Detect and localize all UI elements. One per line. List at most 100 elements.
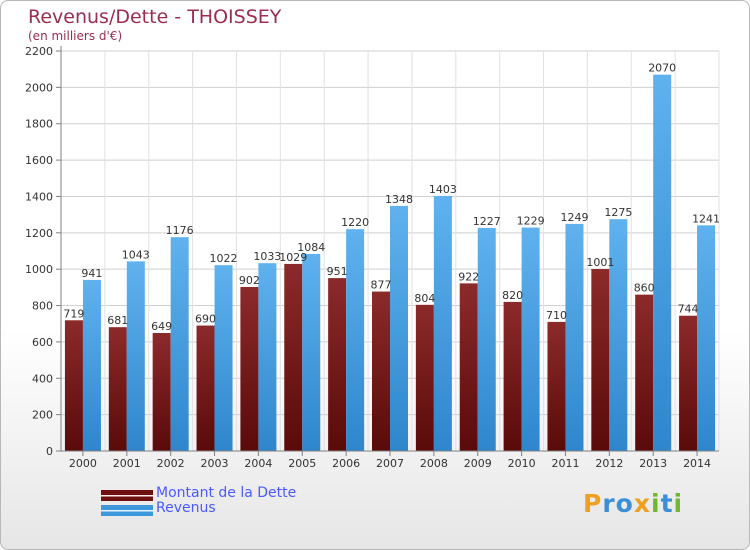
y-tick-label: 1600: [25, 154, 53, 167]
bar-dette: [415, 304, 434, 451]
bar-dette: [64, 320, 83, 451]
data-label-revenus: 1229: [517, 215, 545, 228]
data-label-revenus: 941: [81, 267, 102, 280]
data-label-dette: 1029: [279, 251, 307, 264]
legend-swatch-revenus: [101, 505, 153, 516]
x-tick-label: 2013: [639, 457, 667, 470]
bar-revenus: [653, 74, 672, 452]
legend-swatch-debt: [101, 490, 153, 501]
logo-letter: P: [583, 489, 603, 518]
bar-revenus: [82, 279, 101, 451]
bar-revenus: [521, 227, 540, 451]
bar-revenus: [697, 225, 716, 451]
data-label-revenus: 1241: [692, 212, 720, 225]
bar-dette: [459, 283, 478, 451]
x-tick-label: 2010: [508, 457, 536, 470]
x-tick-label: 2001: [113, 457, 141, 470]
y-tick-label: 0: [46, 445, 53, 458]
x-tick-label: 2002: [157, 457, 185, 470]
chart-subtitle: (en milliers d'€): [28, 29, 123, 43]
logo-letter: i: [673, 489, 684, 518]
y-tick-label: 2200: [25, 45, 53, 58]
y-tick-label: 1000: [25, 263, 53, 276]
x-tick-label: 2005: [288, 457, 316, 470]
y-tick-label: 200: [32, 409, 53, 422]
data-label-revenus: 1084: [297, 241, 325, 254]
data-label-dette: 744: [678, 303, 699, 316]
y-tick-label: 1800: [25, 118, 53, 131]
bar-revenus: [126, 261, 145, 451]
proxiti-logo: Proxiti: [583, 489, 683, 518]
x-tick-label: 2008: [420, 457, 448, 470]
y-tick-label: 600: [32, 336, 53, 349]
bar-revenus: [565, 223, 584, 451]
bar-revenus: [609, 219, 628, 451]
bar-revenus: [477, 227, 496, 451]
data-label-dette: 719: [63, 307, 84, 320]
logo-letter: x: [633, 489, 651, 518]
x-tick-label: 2003: [201, 457, 229, 470]
data-label-dette: 804: [414, 292, 435, 305]
data-label-dette: 877: [371, 279, 392, 292]
bar-dette: [503, 301, 522, 451]
data-labels: 7199416811043649117669010229021033102910…: [63, 62, 720, 333]
bar-dette: [108, 327, 127, 451]
x-tick-label: 2012: [595, 457, 623, 470]
data-label-revenus: 2070: [648, 62, 676, 75]
legend-label-debt: Montant de la Dette: [156, 485, 297, 501]
bar-revenus: [214, 265, 233, 451]
bar-dette: [372, 291, 390, 451]
data-label-dette: 820: [502, 289, 523, 302]
logo-letter: r: [602, 489, 616, 518]
data-label-revenus: 1249: [560, 211, 588, 224]
x-tick-label: 2009: [464, 457, 492, 470]
y-tick-label: 800: [32, 300, 53, 313]
y-tick-label: 400: [32, 372, 53, 385]
bars: [64, 74, 716, 452]
x-tick-label: 2011: [551, 457, 579, 470]
x-tick-label: 2014: [683, 457, 711, 470]
data-label-revenus: 1022: [210, 252, 238, 265]
x-tick-label: 2007: [376, 457, 404, 470]
data-label-dette: 681: [107, 314, 128, 327]
x-tick-label: 2006: [332, 457, 360, 470]
data-label-dette: 951: [327, 265, 348, 278]
y-tick-label: 1200: [25, 227, 53, 240]
bar-revenus: [170, 237, 189, 451]
logo-letter: t: [660, 489, 674, 518]
bar-dette: [240, 287, 259, 451]
bar-dette: [591, 269, 610, 451]
bar-dette: [284, 263, 303, 451]
data-label-dette: 649: [151, 320, 172, 333]
data-label-revenus: 1220: [341, 216, 369, 229]
y-tick-label: 1400: [25, 190, 53, 203]
data-label-revenus: 1403: [429, 183, 457, 196]
bar-dette: [196, 325, 215, 451]
bar-revenus: [433, 195, 452, 451]
bar-dette: [635, 294, 654, 451]
data-label-dette: 922: [458, 270, 479, 283]
chart-title: Revenus/Dette - THOISSEY: [28, 6, 282, 28]
x-tick-label: 2004: [244, 457, 272, 470]
data-label-revenus: 1033: [253, 250, 281, 263]
data-label-dette: 860: [634, 282, 655, 295]
data-label-revenus: 1227: [473, 215, 501, 228]
bar-revenus: [390, 205, 408, 451]
data-label-revenus: 1348: [385, 193, 413, 206]
bar-revenus: [346, 229, 365, 451]
data-label-dette: 902: [239, 274, 260, 287]
data-label-dette: 710: [546, 309, 567, 322]
legend-label-revenus: Revenus: [156, 500, 216, 516]
data-label-revenus: 1275: [604, 206, 632, 219]
bar-dette: [152, 333, 171, 451]
axes: 0 200 400 600 800 1000 1200 1400 1600 1800 2000 220…: [25, 45, 719, 470]
bar-dette: [679, 315, 698, 451]
data-label-revenus: 1043: [122, 248, 150, 261]
data-label-dette: 690: [195, 313, 216, 326]
logo-letter: o: [615, 489, 634, 518]
x-tick-label: 2000: [69, 457, 97, 470]
data-label-dette: 1001: [586, 256, 614, 269]
data-label-revenus: 1176: [166, 224, 194, 237]
